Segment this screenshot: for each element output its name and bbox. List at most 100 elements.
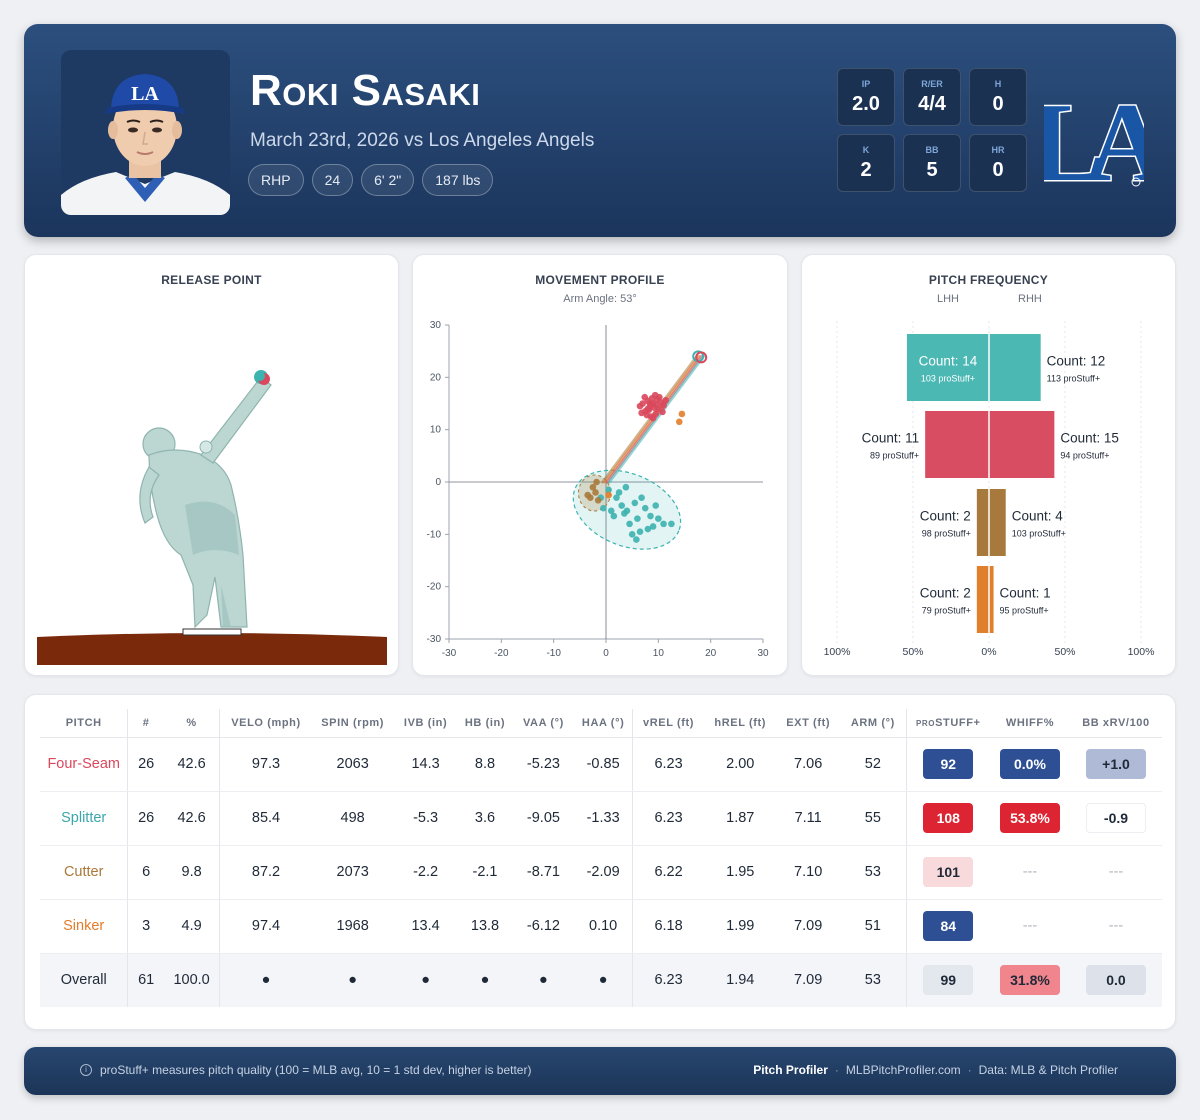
pitch-name-cell: Sinker	[40, 899, 129, 954]
rhh-count-label: Count: 4	[1012, 509, 1064, 524]
cell-hb: 13.8	[457, 899, 513, 954]
col-ivb: IVB (in)	[393, 709, 458, 738]
col-velo: VELO (mph)	[219, 709, 312, 738]
splitterpoint	[600, 504, 607, 512]
col-count: #	[127, 709, 164, 738]
movement-profile-panel: MOVEMENT PROFILE Arm Angle: 53° -30 -20 -1…	[412, 254, 788, 676]
four-seampoint	[639, 400, 646, 407]
cell-hrel: 1.94	[704, 953, 777, 1007]
lhh-prostuff-label: 79 proStuff+	[922, 606, 971, 616]
cell-velo: 97.4	[219, 899, 312, 954]
lhh-count-label: Count: 11	[862, 431, 920, 446]
splitterpoint	[638, 494, 645, 501]
cell-n: 61	[127, 953, 164, 1007]
x-tick-label: 20	[705, 648, 717, 659]
whiff-badge: 53.8%	[999, 803, 1060, 833]
lhh-label: LHH	[937, 293, 960, 305]
four-seampoint	[644, 405, 652, 413]
pitch-name-cell: Overall	[40, 953, 129, 1007]
cutterpoint	[592, 489, 599, 496]
stat-label: IP	[861, 78, 871, 89]
four-seampoint	[652, 401, 660, 408]
player-headshot: LA	[61, 50, 230, 215]
cell-hb: ●	[457, 953, 513, 1007]
cell-vaa: ●	[512, 953, 575, 1007]
col-prostuff: proSTUFF+	[906, 709, 990, 738]
frequency-chart: 100% 50% 0% 50% 100% Count: 14 103 proStuff+ Co…	[824, 321, 1155, 658]
cell-ext: 7.09	[776, 953, 841, 1007]
table-row: Sinker 3 4.9 97.4 1968 13.4 13.8 -6.12 0.10 6.18 1…	[40, 899, 1162, 954]
y-tick-label: -30	[427, 634, 442, 645]
splitterpoint	[652, 502, 660, 509]
stat-label: R/ER	[921, 78, 943, 89]
pitch-name-cell: Splitter	[40, 791, 129, 846]
pitcher-silhouette-icon	[37, 370, 387, 665]
cell-spin: 1968	[311, 899, 394, 954]
splitterpoint	[660, 520, 667, 528]
cell-velo: 87.2	[219, 845, 312, 900]
stat-bb: BB 5	[903, 134, 961, 192]
cell-ivb: ●	[393, 953, 458, 1007]
pitch-metrics-table-card: PITCH # % VELO (mph) SPIN (rpm) IVB (in)…	[24, 694, 1176, 1030]
y-tick-label: 20	[430, 372, 442, 383]
cell-bb-xrv: +1.0	[1069, 737, 1162, 792]
lhh-count-label: Count: 2	[920, 586, 971, 601]
cell-whiff: 31.8%	[990, 953, 1070, 1007]
x-tick-label: 10	[653, 648, 665, 659]
bar-lhh-splitter	[906, 334, 989, 401]
info-icon: i	[80, 1064, 92, 1076]
panel-title: RELEASE POINT	[161, 273, 262, 287]
cutterpoint	[589, 483, 597, 491]
splitterpoint	[626, 520, 633, 528]
table-row: Four-Seam 26 42.6 97.3 2063 14.3 8.8 -5.23 -0.85…	[40, 737, 1162, 792]
cell-hb: 3.6	[457, 791, 513, 846]
splitterpoint	[613, 494, 620, 501]
x-tick-label: 100%	[1128, 646, 1155, 658]
cell-ivb: 14.3	[393, 737, 458, 792]
xrv-badge: -0.9	[1085, 803, 1146, 833]
y-tick-label: 0	[435, 477, 441, 488]
cell-whiff: 53.8%	[990, 791, 1070, 846]
splitterpoint	[605, 486, 612, 494]
cutterpoint	[584, 491, 591, 499]
stat-value: 0	[992, 92, 1004, 115]
bar-lhh-cutter	[976, 489, 989, 556]
splitterpoint	[633, 536, 640, 543]
bar-rhh-sinker	[989, 566, 994, 633]
chip-handedness: RHP	[248, 164, 304, 196]
stat-r-er: R/ER 4/4	[903, 68, 961, 126]
cell-whiff: ---	[990, 899, 1070, 954]
cell-hrel: 2.00	[704, 737, 777, 792]
four-seampoint	[638, 409, 645, 417]
stat-ip: IP 2.0	[837, 68, 895, 126]
rhh-prostuff-label: 95 proStuff+	[1000, 606, 1049, 616]
table-row-overall: Overall 61 100.0 ● ● ● ● ● ● 6.23 1.94 7.09 53 99 31.8…	[40, 953, 1162, 1007]
rhh-prostuff-label: 103 proStuff+	[1012, 529, 1066, 539]
stat-value: 4/4	[918, 92, 946, 115]
splitterpoint	[615, 489, 623, 496]
col-haa: HAA (°)	[574, 709, 633, 738]
footer-brand: Pitch Profiler	[753, 1063, 828, 1077]
team-logo: LA	[1029, 68, 1176, 207]
cell-prostuff: 108	[906, 791, 990, 846]
cell-haa: -0.85	[574, 737, 633, 792]
table-row: Splitter 26 42.6 85.4 498 -5.3 3.6 -9.05 -1.33 6.…	[40, 791, 1162, 846]
splitterpoint	[668, 520, 675, 528]
cell-vrel: 6.23	[632, 737, 705, 792]
x-tick-label: -10	[546, 648, 561, 659]
cell-haa: 0.10	[574, 899, 633, 954]
cell-n: 26	[127, 791, 164, 846]
four-seampoint	[662, 397, 669, 404]
col-ext: EXT (ft)	[776, 709, 841, 738]
footer-site-link[interactable]: MLBPitchProfiler.com	[845, 1063, 961, 1077]
bar-rhh-cutter	[989, 489, 1006, 556]
cell-ext: 7.10	[776, 845, 841, 900]
stat-label: H	[994, 78, 1002, 89]
cell-whiff: ---	[990, 845, 1070, 900]
y-tick-label: 10	[430, 425, 442, 436]
pitch-name-cell: Cutter	[40, 845, 129, 900]
splitterpoint	[655, 515, 662, 522]
splitterpoint	[631, 499, 639, 507]
cell-ivb: 13.4	[393, 899, 458, 954]
